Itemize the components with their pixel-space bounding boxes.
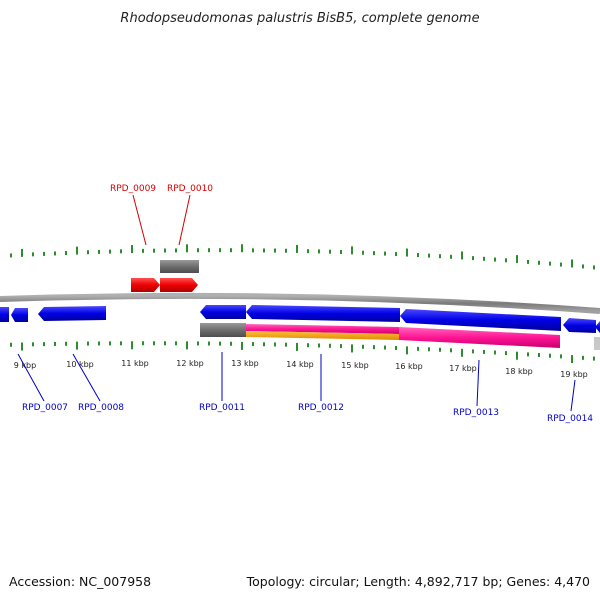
gene-label-rpd-0011[interactable]: RPD_0011 <box>199 403 245 413</box>
gene-label-rpd-0012[interactable]: RPD_0012 <box>298 403 344 413</box>
scale-label-11kbp: 11 kbp <box>121 359 149 368</box>
genome-title: Rhodopseudomonas palustris BisB5, comple… <box>120 11 479 26</box>
cds-arrow-edge[interactable] <box>595 321 600 333</box>
gene-label-rpd-0010[interactable]: RPD_0010 <box>167 184 213 194</box>
gene-label-rpd-0009[interactable]: RPD_0009 <box>110 184 156 194</box>
cds-arrow-rpd-0011[interactable] <box>200 305 246 319</box>
cds-arrow-rpd-0014[interactable] <box>563 318 596 333</box>
leader-line-rpd-0013 <box>476 359 480 407</box>
scale-label-12kbp: 12 kbp <box>176 359 204 368</box>
cds-arrow-rpd-0010[interactable] <box>160 278 198 292</box>
leader-line-rpd-0010 <box>178 194 191 246</box>
scale-label-9kbp: 9 kbp <box>14 361 36 370</box>
accession-text: Accession: NC_007958 <box>9 574 151 589</box>
rna-feature-rpd-0013[interactable] <box>399 327 560 348</box>
cds-arrow-rpd-0012[interactable] <box>246 305 400 322</box>
cds-arrow-rpd-0007[interactable] <box>0 307 9 322</box>
leader-line-rpd-0008 <box>72 353 101 402</box>
top-label-group: RPD_0009 RPD_0010 <box>110 184 213 246</box>
bottom-label-group: RPD_0007 RPD_0008 RPD_0011 RPD_0012 RPD_… <box>17 352 593 424</box>
tick-row-lower <box>10 341 595 364</box>
cds-arrow-rpd-0008[interactable] <box>38 306 106 321</box>
scale-label-16kbp: 16 kbp <box>395 362 423 371</box>
gene-label-rpd-0007[interactable]: RPD_0007 <box>22 403 68 413</box>
gene-feature-rpd-0011[interactable] <box>200 323 246 337</box>
cds-arrow-rpd-0007b[interactable] <box>11 308 28 322</box>
leader-line-rpd-0014 <box>570 379 576 412</box>
gene-label-rpd-0014[interactable]: RPD_0014 <box>547 414 593 424</box>
tick-row-upper <box>10 244 595 270</box>
cds-arrow-rpd-0009[interactable] <box>131 278 160 292</box>
scale-label-10kbp: 10 kbp <box>66 360 94 369</box>
rna-feature-rpd-0012[interactable] <box>246 324 399 334</box>
scale-label-15kbp: 15 kbp <box>341 361 369 370</box>
scale-label-18kbp: 18 kbp <box>505 367 533 376</box>
scale-label-14kbp: 14 kbp <box>286 360 314 369</box>
scale-label-17kbp: 17 kbp <box>449 364 477 373</box>
scale-label-13kbp: 13 kbp <box>231 359 259 368</box>
cds-arrow-rpd-0013[interactable] <box>400 309 561 331</box>
leader-line-rpd-0009 <box>132 194 147 246</box>
scale-labels: 9 kbp 10 kbp 11 kbp 12 kbp 13 kbp 14 kbp… <box>14 359 588 379</box>
gene-label-rpd-0008[interactable]: RPD_0008 <box>78 403 124 413</box>
scale-label-19kbp: 19 kbp <box>560 370 588 379</box>
leader-line-rpd-0007 <box>17 353 45 402</box>
genome-summary-text: Topology: circular; Length: 4,892,717 bp… <box>246 574 590 589</box>
genome-backbone <box>0 292 600 314</box>
gene-feature-edge[interactable] <box>594 337 600 350</box>
gene-label-rpd-0013[interactable]: RPD_0013 <box>453 408 499 418</box>
misc-feature-rpd-0012[interactable] <box>246 331 399 340</box>
gene-feature-rpd-0010-gene[interactable] <box>160 260 199 273</box>
